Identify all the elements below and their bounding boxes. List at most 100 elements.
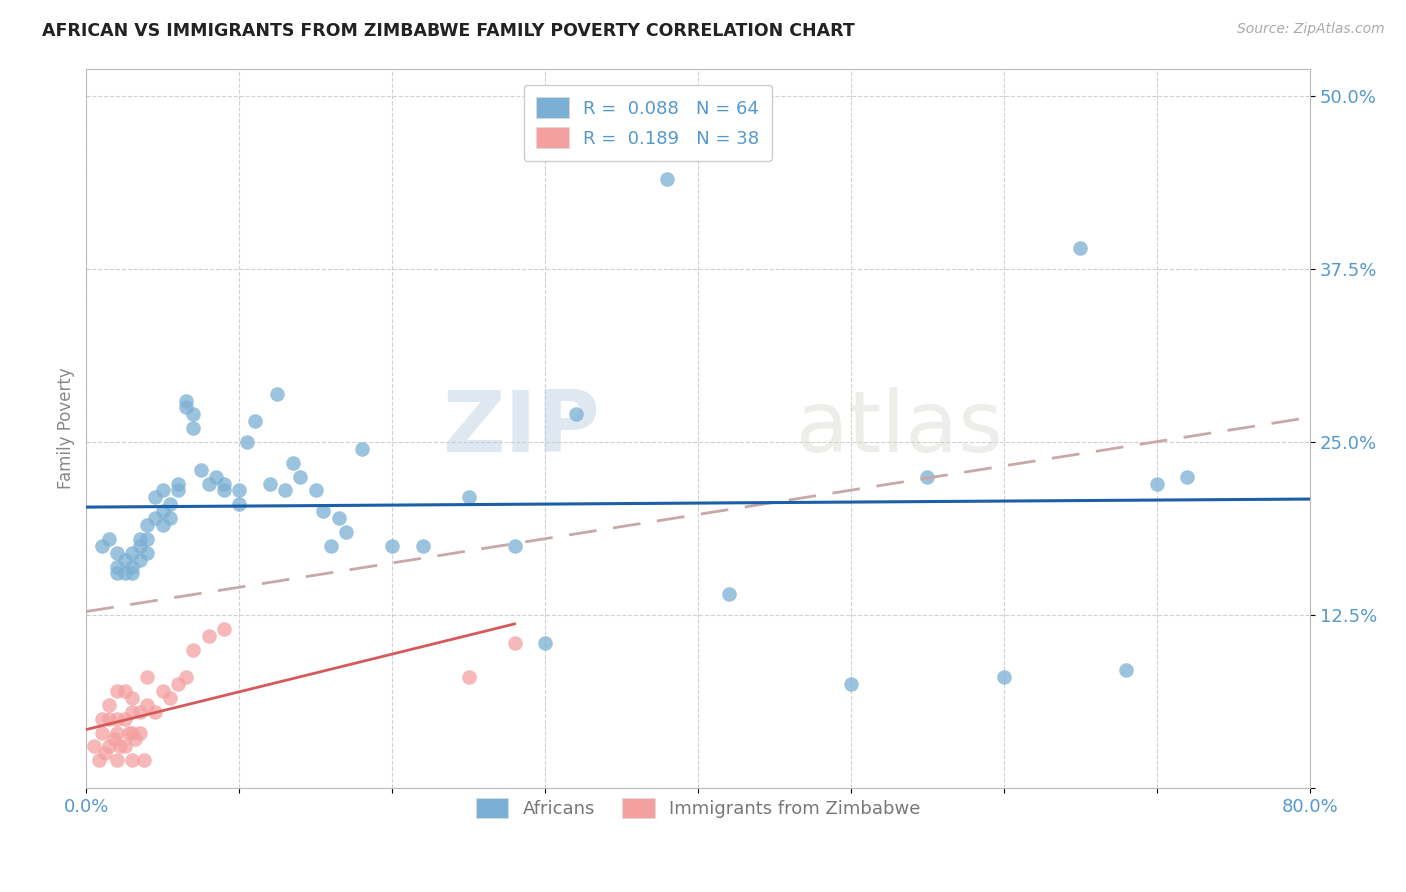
Point <box>1177 469 1199 483</box>
Point <box>350 442 373 456</box>
Point <box>152 504 174 518</box>
Point <box>108 739 131 754</box>
Point <box>1115 663 1137 677</box>
Point <box>167 483 190 498</box>
Point <box>103 732 125 747</box>
Point <box>503 539 526 553</box>
Point <box>105 712 128 726</box>
Text: Source: ZipAtlas.com: Source: ZipAtlas.com <box>1237 22 1385 37</box>
Text: atlas: atlas <box>796 387 1004 470</box>
Point <box>143 511 166 525</box>
Point <box>259 476 281 491</box>
Point <box>105 546 128 560</box>
Point <box>105 725 128 739</box>
Point <box>114 739 136 754</box>
Point <box>159 690 181 705</box>
Point <box>121 690 143 705</box>
Point <box>128 705 150 719</box>
Point <box>319 539 342 553</box>
Point <box>124 732 146 747</box>
Point <box>190 463 212 477</box>
Point <box>183 408 205 422</box>
Point <box>152 483 174 498</box>
Point <box>534 635 557 649</box>
Point <box>305 483 328 498</box>
Point <box>839 677 862 691</box>
Point <box>167 476 190 491</box>
Point <box>136 698 159 712</box>
Point <box>105 684 128 698</box>
Point <box>228 497 250 511</box>
Point <box>114 552 136 566</box>
Point <box>328 511 350 525</box>
Point <box>457 670 479 684</box>
Point <box>159 511 181 525</box>
Point <box>134 753 156 767</box>
Point <box>152 518 174 533</box>
Point <box>128 725 150 739</box>
Point <box>174 670 197 684</box>
Point <box>121 725 143 739</box>
Point <box>121 753 143 767</box>
Point <box>212 622 235 636</box>
Point <box>243 414 266 428</box>
Point <box>457 491 479 505</box>
Text: ZIP: ZIP <box>443 387 600 470</box>
Point <box>87 753 110 767</box>
Text: AFRICAN VS IMMIGRANTS FROM ZIMBABWE FAMILY POVERTY CORRELATION CHART: AFRICAN VS IMMIGRANTS FROM ZIMBABWE FAMI… <box>42 22 855 40</box>
Point <box>266 386 288 401</box>
Point <box>114 684 136 698</box>
Point <box>917 469 939 483</box>
Point <box>503 635 526 649</box>
Point <box>197 629 219 643</box>
Point <box>118 725 141 739</box>
Point <box>105 753 128 767</box>
Point <box>174 393 197 408</box>
Point <box>90 712 112 726</box>
Point <box>121 546 143 560</box>
Point <box>381 539 404 553</box>
Point <box>212 476 235 491</box>
Point <box>174 401 197 415</box>
Point <box>274 483 297 498</box>
Point <box>183 642 205 657</box>
Point <box>114 712 136 726</box>
Point <box>993 670 1015 684</box>
Point <box>98 712 121 726</box>
Point <box>98 698 121 712</box>
Point <box>114 566 136 581</box>
Point <box>98 532 121 546</box>
Point <box>90 725 112 739</box>
Point <box>121 566 143 581</box>
Point <box>93 746 115 760</box>
Point <box>105 559 128 574</box>
Point <box>1146 476 1168 491</box>
Legend: Africans, Immigrants from Zimbabwe: Africans, Immigrants from Zimbabwe <box>468 790 928 826</box>
Point <box>197 476 219 491</box>
Point <box>167 677 190 691</box>
Point <box>236 435 259 450</box>
Point <box>228 483 250 498</box>
Point <box>90 539 112 553</box>
Point <box>83 739 105 754</box>
Point <box>121 705 143 719</box>
Point <box>128 532 150 546</box>
Point <box>136 518 159 533</box>
Point <box>212 483 235 498</box>
Point <box>657 172 679 186</box>
Point <box>105 566 128 581</box>
Point <box>335 524 357 539</box>
Point <box>143 705 166 719</box>
Point <box>281 456 304 470</box>
Point <box>1069 241 1091 255</box>
Point <box>128 552 150 566</box>
Point <box>152 684 174 698</box>
Point <box>136 670 159 684</box>
Y-axis label: Family Poverty: Family Poverty <box>58 368 75 489</box>
Point <box>205 469 228 483</box>
Point <box>290 469 312 483</box>
Point <box>136 546 159 560</box>
Point <box>98 739 121 754</box>
Point <box>143 491 166 505</box>
Point <box>412 539 434 553</box>
